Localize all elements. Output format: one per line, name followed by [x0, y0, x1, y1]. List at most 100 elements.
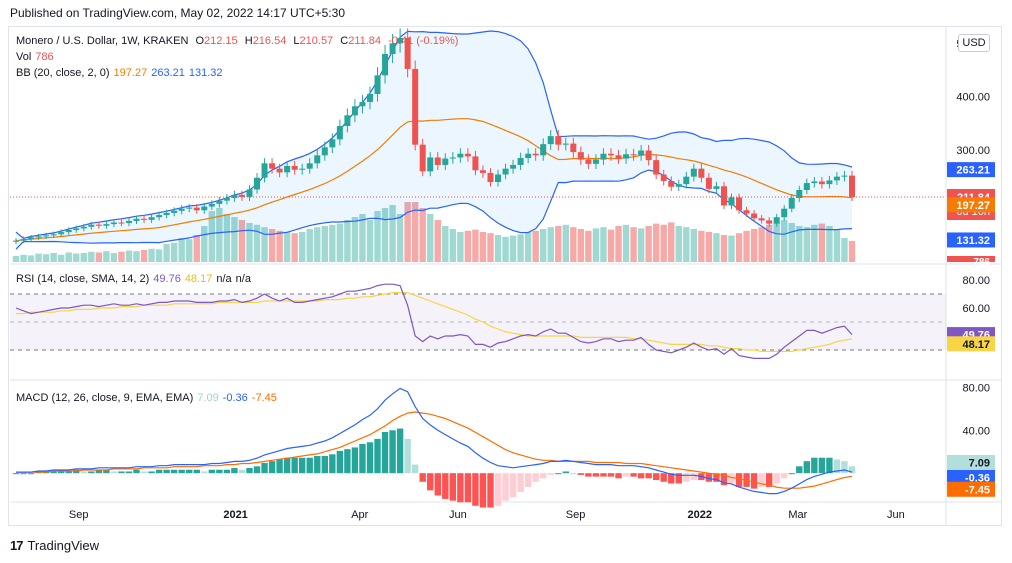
bb-up-value: 263.21: [151, 67, 185, 79]
macd-histogram-bar: [88, 471, 95, 474]
volume-bar: [321, 226, 328, 262]
macd-histogram-bar: [713, 473, 720, 482]
candle-body: [818, 181, 825, 185]
volume-bar: [344, 220, 351, 262]
macd-histogram-bar: [615, 473, 622, 479]
candle-body: [427, 157, 434, 172]
macd-histogram-bar: [818, 457, 826, 474]
macd-histogram-bar: [133, 469, 140, 474]
volume-bar: [652, 223, 660, 262]
volume-bar: [268, 229, 276, 262]
volume-bar: [291, 233, 298, 262]
time-tick-label: 2021: [223, 509, 247, 521]
macd-histogram-bar: [80, 471, 87, 474]
volume-bar: [359, 214, 366, 262]
macd-histogram-bar: [110, 471, 118, 474]
volume-bar: [261, 227, 268, 262]
volume-value: 786: [35, 51, 54, 63]
candle-body: [600, 153, 607, 160]
volume-bar: [155, 249, 163, 262]
volume-bar: [396, 214, 404, 262]
volume-bar: [848, 241, 856, 262]
volume-bar: [336, 223, 344, 262]
volume-bar: [381, 208, 389, 262]
volume-bar: [125, 250, 133, 262]
macd-histogram-bar: [630, 473, 637, 477]
price-tick-label: 300.00: [956, 145, 990, 157]
bb-lower-tag: 131.32: [956, 235, 990, 247]
volume-bar: [42, 254, 50, 262]
volume-bar: [223, 214, 231, 262]
candle-body: [178, 208, 185, 211]
rsi-ma-tag: 48.17: [962, 339, 990, 351]
currency-button[interactable]: USD: [958, 34, 990, 52]
macd-histogram-bar: [577, 473, 585, 475]
candle-body: [675, 184, 682, 187]
candle-body: [254, 177, 261, 190]
candle-body: [615, 155, 622, 159]
volume-bar: [788, 223, 795, 262]
tradingview-logo-icon: 17: [10, 538, 24, 553]
candle-body: [495, 174, 502, 182]
candle-body: [607, 153, 614, 156]
macd-histogram-bar: [344, 449, 351, 474]
candle-body: [404, 38, 411, 69]
macd-histogram-bar: [208, 469, 216, 474]
macd-histogram-bar: [494, 473, 502, 506]
macd-histogram-bar: [253, 466, 261, 474]
candle-body: [419, 144, 426, 172]
macd-histogram-bar: [675, 473, 682, 484]
rsi-ma-tag-bg: [947, 336, 995, 352]
volume-bar: [457, 232, 464, 262]
macd-histogram-bar: [811, 457, 818, 474]
candle-body: [736, 197, 743, 211]
candle-body: [698, 168, 705, 178]
bb-middle-tag: 197.27: [956, 200, 990, 212]
macd-histogram-bar: [118, 471, 125, 474]
bb-middle-tag-bg: [947, 197, 995, 213]
volume-bar: [637, 228, 645, 262]
candle-body: [434, 157, 441, 165]
candle-body: [532, 153, 539, 156]
candle-body: [849, 175, 855, 198]
volume-bar: [283, 232, 291, 262]
published-header: Published on TradingView.com, May 02, 20…: [10, 6, 345, 20]
time-tick-label: Jun: [449, 509, 467, 521]
volume-bar: [314, 227, 321, 262]
candle-body: [344, 115, 351, 126]
candle-body: [592, 159, 599, 164]
macd-histogram-bar: [411, 464, 419, 474]
candle-body: [562, 143, 569, 145]
volume-bar: [509, 235, 517, 262]
volume-bar: [675, 226, 682, 262]
volume-bar: [238, 220, 246, 262]
bb-lower-tag-bg: [947, 232, 995, 248]
candle-body: [359, 102, 366, 107]
volume-bar: [660, 224, 667, 262]
rsi-ma-line: [16, 292, 853, 352]
candle-body: [457, 153, 464, 158]
macd-histogram-bar: [562, 471, 570, 474]
candle-body: [321, 147, 328, 156]
candle-body: [472, 156, 479, 171]
macd-histogram-bar: [298, 457, 306, 474]
candle-body: [171, 210, 178, 213]
volume-bar: [683, 227, 690, 262]
volume-bar: [615, 226, 622, 262]
macd-histogram-bar: [314, 456, 321, 474]
volume-bar: [555, 226, 562, 262]
macd-histogram-bar: [540, 473, 547, 479]
macd-signal-line: [16, 411, 853, 489]
candle-body: [630, 154, 637, 156]
macd-histogram-bar: [788, 473, 795, 475]
bb-fill: [16, 31, 852, 250]
macd-signal-tag-bg: [947, 481, 995, 497]
time-tick-label: Sep: [69, 509, 89, 521]
volume-bar: [193, 235, 200, 262]
macd-histogram-bar: [683, 473, 690, 482]
candle-body: [193, 207, 200, 211]
volume-bar: [796, 226, 803, 262]
macd-histogram-bar: [502, 473, 509, 501]
macd-histogram-bar: [652, 473, 660, 481]
